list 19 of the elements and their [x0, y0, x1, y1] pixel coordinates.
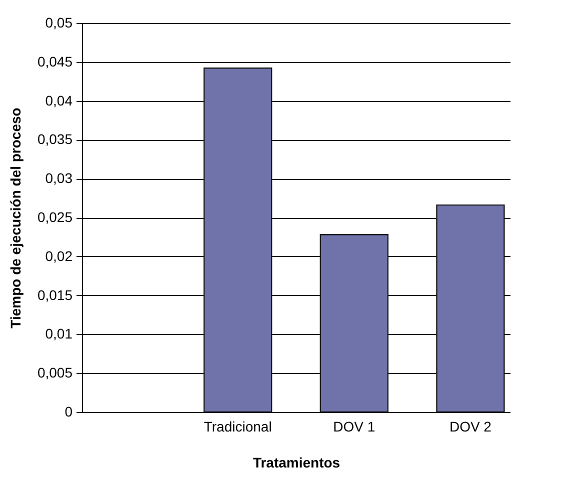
x-tick-label: Tradicional [204, 418, 272, 434]
y-tick-label: 0,05 [45, 14, 73, 30]
y-tick-label: 0,01 [45, 326, 73, 342]
y-tick-label: 0,045 [37, 53, 73, 70]
x-tick-label: DOV 1 [333, 418, 376, 434]
x-axis-title: Tratamientos [252, 454, 340, 470]
x-tick-label: DOV 2 [449, 418, 492, 434]
y-tick-label: 0,03 [45, 170, 73, 186]
bar [204, 68, 272, 413]
y-tick-label: 0,04 [45, 92, 73, 108]
y-tick-label: 0,035 [37, 131, 73, 148]
y-tick-label: 0,02 [45, 248, 73, 264]
bar [436, 204, 505, 413]
y-tick-label: 0,005 [37, 364, 73, 381]
y-tick-label: 0 [64, 404, 73, 420]
bar [320, 234, 388, 413]
y-tick-label: 0,015 [37, 286, 73, 303]
y-axis-title: Tiempo de ejecución del proceso [7, 108, 24, 328]
y-tick-label: 0,025 [37, 209, 73, 225]
